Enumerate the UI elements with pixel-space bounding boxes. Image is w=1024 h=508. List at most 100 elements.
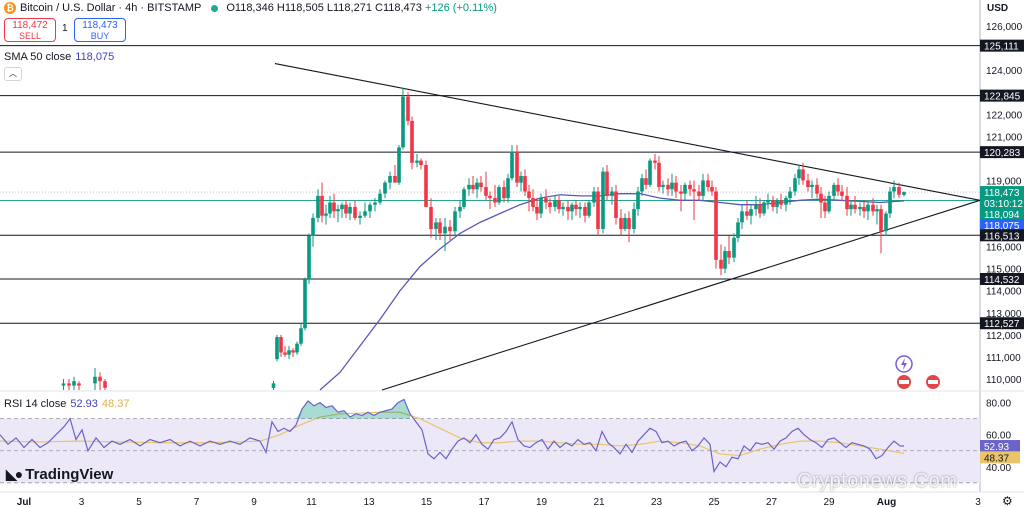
candle[interactable] [902,191,906,197]
rsi-legend[interactable]: RSI 14 close 52.93 48.37 [4,398,129,410]
candle[interactable] [283,345,287,357]
candle[interactable] [410,116,414,170]
candle[interactable] [419,158,423,170]
candle[interactable] [779,193,783,210]
candle[interactable] [295,341,299,355]
candle[interactable] [103,378,107,390]
candle[interactable] [888,187,892,218]
candle[interactable] [827,191,831,214]
candle[interactable] [636,187,640,216]
candle[interactable] [810,180,814,199]
candle[interactable] [515,145,519,188]
candle[interactable] [884,211,888,236]
candle[interactable] [497,184,501,205]
candle[interactable] [801,162,805,185]
candle[interactable] [819,187,823,218]
candle[interactable] [484,171,488,201]
candle[interactable] [358,211,362,225]
candle[interactable] [679,184,683,212]
candle[interactable] [443,217,447,252]
sell-button[interactable]: 118,472 SELL [4,18,56,42]
candle[interactable] [401,87,405,150]
candle[interactable] [614,184,618,225]
candle[interactable] [471,176,475,194]
candle[interactable] [657,156,661,192]
candle[interactable] [72,376,76,390]
candle[interactable] [661,180,665,194]
candle[interactable] [548,198,552,214]
candle[interactable] [348,202,352,221]
candle[interactable] [740,204,744,229]
candle[interactable] [566,200,570,221]
trendline-upper[interactable] [274,62,981,201]
candle[interactable] [434,217,438,240]
candle[interactable] [344,200,348,218]
candle[interactable] [510,145,514,181]
candle[interactable] [788,187,792,205]
candle[interactable] [531,189,535,212]
candle[interactable] [840,184,844,201]
candle[interactable] [697,184,701,201]
trendline-lower[interactable] [381,199,981,391]
candle[interactable] [632,202,636,234]
candle[interactable] [627,211,631,243]
candle[interactable] [557,195,561,214]
candle[interactable] [535,198,539,221]
candle[interactable] [587,200,591,218]
event-icons[interactable] [893,354,917,392]
candle[interactable] [723,246,727,274]
candle[interactable] [303,277,307,331]
candle[interactable] [363,202,367,218]
candle[interactable] [93,367,97,390]
candle[interactable] [438,217,442,240]
candle[interactable] [453,206,457,236]
candle[interactable] [623,213,627,232]
candle[interactable] [324,204,328,225]
candle[interactable] [849,200,853,216]
candle[interactable] [815,178,819,199]
candle[interactable] [373,198,377,212]
candle[interactable] [793,173,797,196]
candle[interactable] [797,165,801,185]
buy-button[interactable]: 118,473 BUY [74,18,126,42]
candle[interactable] [393,165,397,183]
candle[interactable] [467,178,471,196]
candle[interactable] [784,195,788,212]
candle[interactable] [353,200,357,221]
candle[interactable] [875,204,879,225]
candle[interactable] [866,202,870,221]
candle[interactable] [527,184,531,212]
candle[interactable] [271,381,276,390]
candle[interactable] [424,160,428,207]
candle[interactable] [561,202,565,216]
candle[interactable] [488,191,492,210]
candle[interactable] [692,180,696,221]
candle[interactable] [892,180,896,199]
rsi-ma-line[interactable] [0,411,905,457]
candle[interactable] [61,378,66,390]
candle[interactable] [332,193,336,218]
candle[interactable] [368,202,372,218]
candle[interactable] [714,187,718,269]
candle[interactable] [523,169,527,196]
candle[interactable] [897,182,901,199]
candle[interactable] [601,167,605,234]
candle[interactable] [836,178,840,196]
candle[interactable] [98,372,102,390]
candle[interactable] [458,200,462,218]
candle[interactable] [279,334,283,357]
candle[interactable] [596,187,600,236]
sma-line[interactable] [319,193,905,391]
candle[interactable] [406,92,410,126]
candle[interactable] [749,204,753,225]
candle[interactable] [806,173,810,192]
candle[interactable] [429,198,433,238]
currency-selector[interactable]: USD [987,3,1009,14]
candle[interactable] [592,187,596,207]
candle[interactable] [502,180,506,203]
candle[interactable] [299,323,303,346]
candle[interactable] [710,180,714,196]
candle[interactable] [328,195,332,218]
candle[interactable] [291,348,295,357]
